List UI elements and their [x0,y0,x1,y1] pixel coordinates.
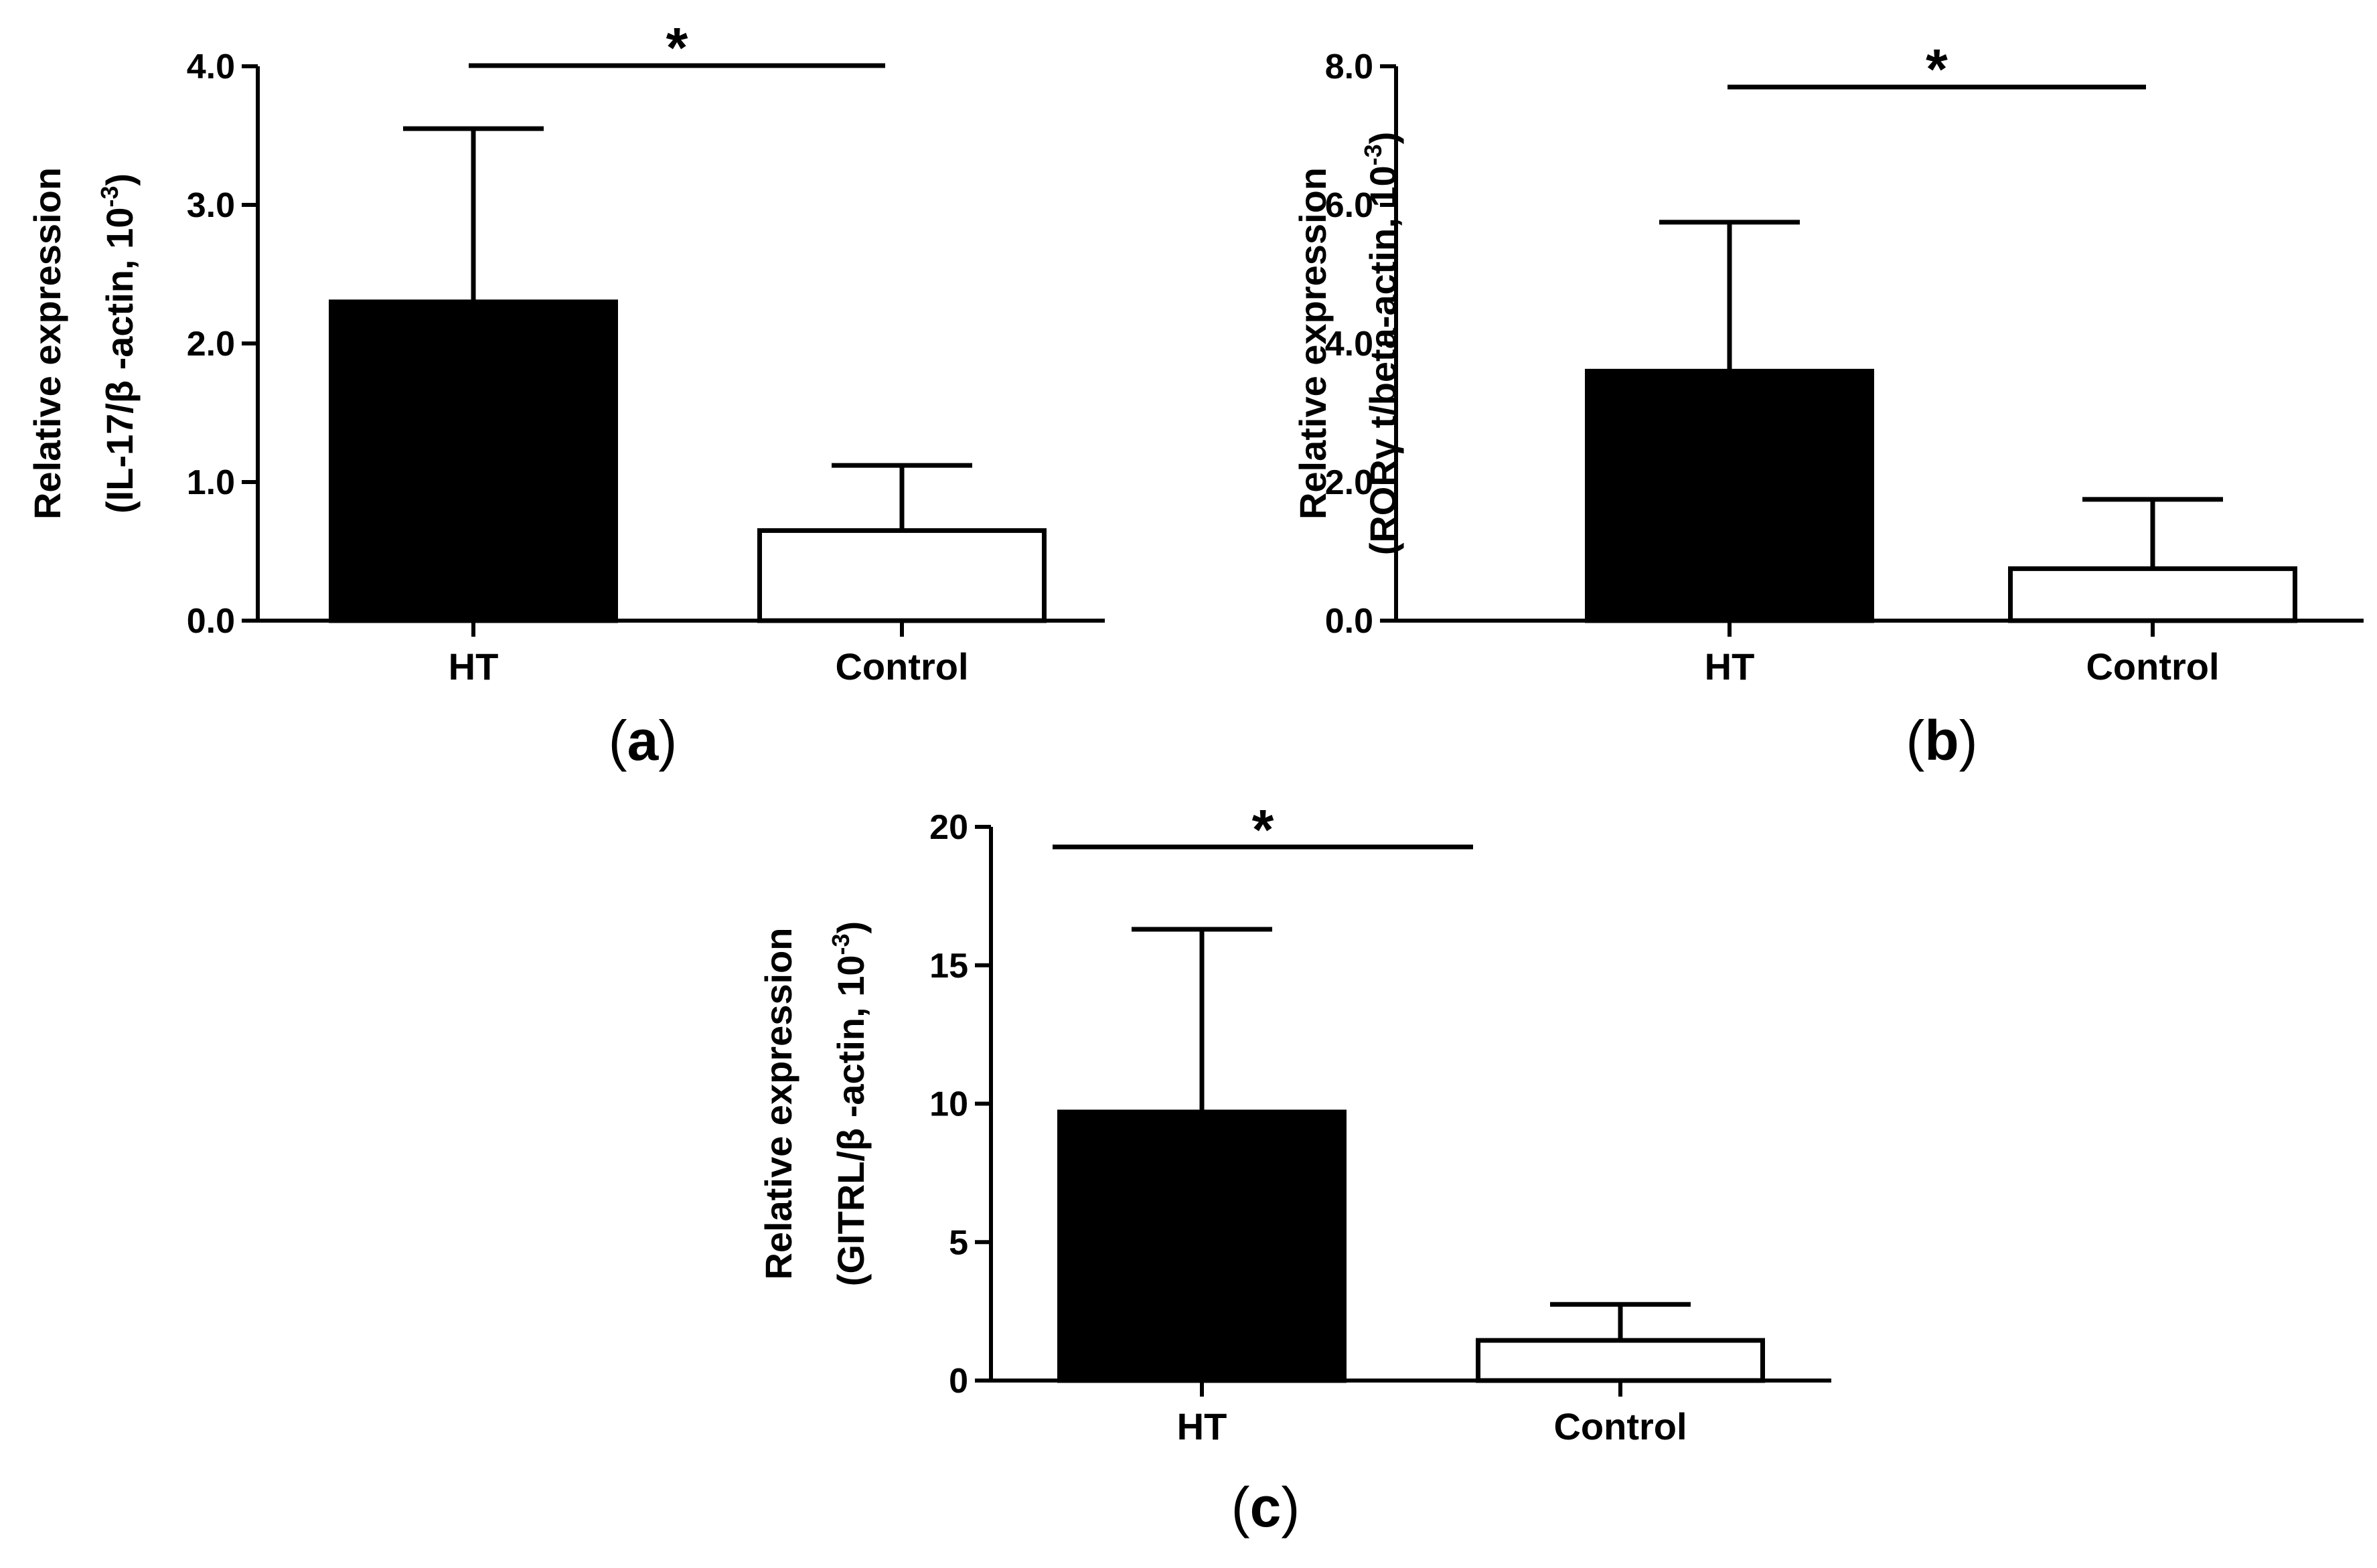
y-axis-label-main: (IL-17/β -actin, 10 [98,208,141,514]
panel-label-open: ( [1906,709,1924,772]
y-tick-label: 0.0 [1325,602,1373,641]
y-axis-label-line1: Relative expression [26,167,68,520]
y-axis-label-line1: Relative expression [1292,167,1334,520]
y-axis-label-line2: (IL-17/β -actin, 10-3) [96,173,141,514]
panel-label: (a) [609,709,678,772]
y-axis-label-close: ) [1362,132,1404,145]
x-category-label: HT [1705,645,1755,688]
y-tick-label: 6.0 [1325,186,1373,225]
y-axis-label-line1: Relative expression [757,927,799,1279]
y-tick-label: 10 [929,1085,968,1124]
bar-control [1476,1338,1765,1383]
panel-label: (c) [1231,1476,1300,1539]
y-tick-label: 15 [929,947,968,986]
y-tick-label: 20 [929,808,968,847]
y-tick-label: 3.0 [187,186,235,225]
y-tick-label: 1.0 [187,463,235,502]
x-category-label: Control [835,645,968,688]
panel-label-open: ( [609,709,627,772]
x-category-label: HT [449,645,499,688]
y-axis-label-close: ) [98,173,141,186]
y-tick-label: 4.0 [1325,325,1373,364]
significance-star: * [1252,798,1274,861]
panel-label: (b) [1906,709,1977,772]
y-axis-label-line2: (RORγ t/beta-actin, 10-3) [1359,132,1404,556]
bar-ht [1057,1109,1347,1383]
x-category-label: Control [2086,645,2219,688]
y-axis-label-superscript: -3 [96,186,123,208]
bar-control [2008,566,2297,623]
y-tick-label: 0.0 [187,602,235,641]
chart-panel-c: 0 5 10 15 20 HT Control * Relative expression (GI… [757,798,1831,1539]
x-category-label: HT [1177,1405,1227,1447]
panel-label-letter: b [1924,709,1959,772]
chart-panel-b: 0.0 2.0 4.0 6.0 8.0 HT Control * Relative expres… [1292,37,2364,772]
y-axis-label-line2: (GITRL/β -actin, 10-3) [827,921,872,1286]
y-axis-label-close: ) [830,921,872,934]
y-tick-label: 2.0 [187,325,235,364]
significance-star: * [666,16,688,79]
chart-panel-a: 0.0 1.0 2.0 3.0 4.0 HT Control * Relative expres… [26,16,1105,772]
y-tick-label: 8.0 [1325,48,1373,86]
panel-label-letter: c [1250,1476,1282,1539]
x-category-label: Control [1553,1405,1687,1447]
y-tick-label: 5 [949,1223,968,1262]
y-axis-label-superscript: -3 [827,933,854,955]
bar-control [757,528,1047,623]
y-axis-label-main: (GITRL/β -actin, 10 [830,955,872,1286]
y-tick-label: 0 [949,1362,968,1401]
panel-label-close: ) [1281,1476,1300,1539]
bar-ht [1585,368,1874,623]
y-tick-label: 4.0 [187,48,235,86]
y-axis-label-superscript: -3 [1359,144,1387,165]
panel-label-close: ) [1959,709,1978,772]
y-axis-label-main: (RORγ t/beta-actin, 10 [1362,165,1404,555]
panel-label-letter: a [627,709,660,772]
significance-star: * [1926,37,1948,100]
bar-ht [329,299,618,623]
panel-label-close: ) [658,709,677,772]
y-tick-label: 2.0 [1325,463,1373,502]
panel-label-open: ( [1231,1476,1250,1539]
